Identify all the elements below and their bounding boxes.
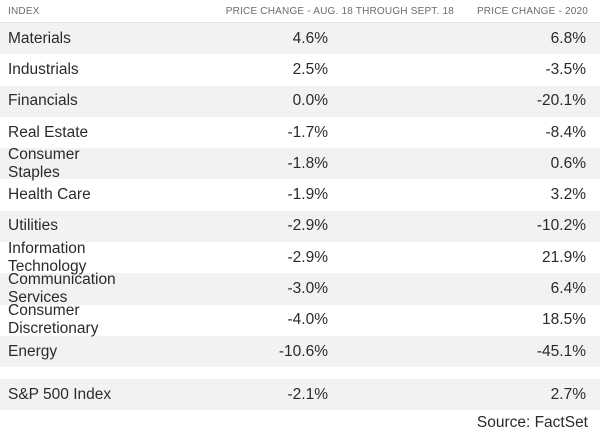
summary-row: S&P 500 Index -2.1% 2.7% bbox=[0, 379, 600, 411]
row-index-name: Communication Services bbox=[8, 271, 116, 307]
table-header: INDEX PRICE CHANGE - AUG. 18 THROUGH SEP… bbox=[0, 0, 600, 23]
table-row: Information Technology -2.9% 21.9% bbox=[0, 239, 600, 275]
row-change-ytd: -8.4% bbox=[545, 123, 587, 141]
row-change-ytd: 21.9% bbox=[542, 248, 586, 266]
row-index-name: Materials bbox=[8, 29, 71, 47]
row-change-ytd: 0.6% bbox=[550, 154, 586, 172]
summary-change-period: -2.1% bbox=[287, 385, 329, 403]
row-change-ytd: 6.4% bbox=[550, 280, 586, 298]
table-row: Materials 4.6% 6.8% bbox=[0, 23, 600, 55]
header-change-period: PRICE CHANGE - AUG. 18 THROUGH SEPT. 18 bbox=[225, 5, 454, 17]
row-change-ytd: -3.5% bbox=[545, 60, 587, 78]
table-row: Financials 0.0% -20.1% bbox=[0, 85, 600, 117]
source-note: Source: FactSet bbox=[476, 414, 588, 431]
row-index-name: Industrials bbox=[8, 60, 79, 78]
table-row: Health Care -1.9% 3.2% bbox=[0, 179, 600, 210]
row-index-name: Financials bbox=[8, 92, 78, 110]
table-row: Utilities -2.9% -10.2% bbox=[0, 210, 600, 243]
row-change-period: -2.9% bbox=[287, 217, 329, 235]
row-index-name: Consumer Staples bbox=[8, 145, 80, 181]
row-change-period: -10.6% bbox=[278, 342, 328, 360]
row-index-name: Utilities bbox=[8, 217, 58, 235]
row-change-ytd: -45.1% bbox=[536, 342, 586, 360]
table-spacer bbox=[0, 367, 600, 379]
row-change-ytd: 18.5% bbox=[542, 311, 586, 329]
row-change-period: -3.0% bbox=[287, 280, 329, 298]
row-change-ytd: -20.1% bbox=[536, 92, 586, 110]
summary-change-ytd: 2.7% bbox=[550, 385, 586, 403]
row-index-name: Information Technology bbox=[8, 239, 87, 275]
table-row: Real Estate -1.7% -8.4% bbox=[0, 117, 600, 148]
sector-performance-table: INDEX PRICE CHANGE - AUG. 18 THROUGH SEP… bbox=[0, 0, 600, 411]
table-row: Energy -10.6% -45.1% bbox=[0, 335, 600, 368]
row-change-period: -1.7% bbox=[287, 123, 329, 141]
header-change-ytd: PRICE CHANGE - 2020 bbox=[476, 5, 588, 17]
row-change-period: -2.9% bbox=[287, 248, 329, 266]
row-change-ytd: 6.8% bbox=[550, 29, 586, 47]
row-index-name: Consumer Discretionary bbox=[8, 302, 99, 338]
row-change-ytd: 3.2% bbox=[550, 186, 586, 204]
header-index: INDEX bbox=[8, 5, 40, 17]
row-change-period: -1.8% bbox=[287, 154, 329, 172]
row-index-name: Energy bbox=[8, 342, 58, 360]
summary-index-name: S&P 500 Index bbox=[8, 385, 112, 403]
row-change-period: 4.6% bbox=[292, 29, 328, 47]
row-index-name: Real Estate bbox=[8, 123, 89, 141]
row-change-period: -1.9% bbox=[287, 186, 329, 204]
row-change-period: 2.5% bbox=[292, 60, 328, 78]
table-row: Consumer Staples -1.8% 0.6% bbox=[0, 145, 600, 181]
row-change-period: -4.0% bbox=[287, 311, 329, 329]
row-index-name: Health Care bbox=[8, 186, 91, 204]
table-row: Communication Services -3.0% 6.4% bbox=[0, 271, 600, 307]
row-change-ytd: -10.2% bbox=[536, 217, 586, 235]
table-row: Consumer Discretionary -4.0% 18.5% bbox=[0, 302, 600, 338]
row-change-period: 0.0% bbox=[292, 92, 328, 110]
table-row: Industrials 2.5% -3.5% bbox=[0, 54, 600, 85]
